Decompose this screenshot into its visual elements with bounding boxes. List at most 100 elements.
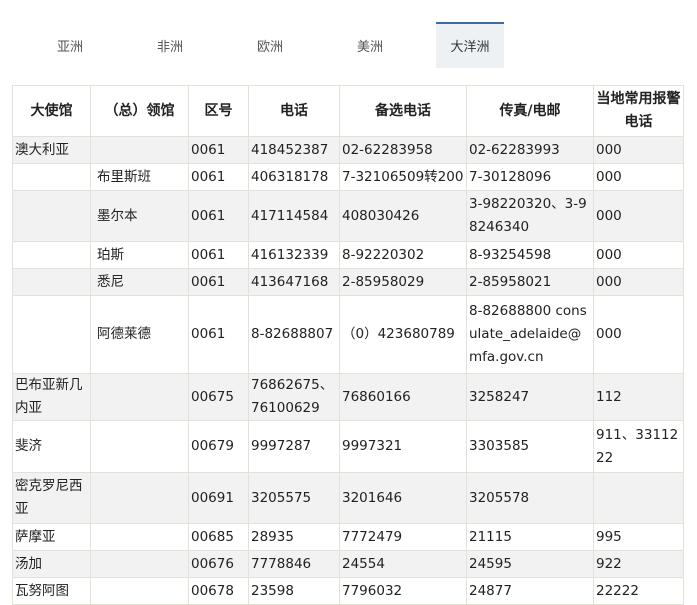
table-cell: 布里斯班: [90, 163, 189, 191]
table-cell: 00675: [188, 373, 249, 421]
table-cell: 76860166: [339, 373, 467, 421]
header-cell: 备选电话: [339, 85, 467, 137]
table-row: 澳大利亚 0061 418452387 02-62283958 02-62283993 0…: [12, 136, 684, 164]
table-cell: [90, 420, 189, 473]
table-row: 斐济 00679 9997287 9997321 3303585 911、3311222: [12, 420, 684, 473]
table-cell: 00685: [188, 523, 249, 551]
table-cell: 000: [593, 295, 684, 374]
table-cell: 413647168: [248, 268, 340, 296]
table-cell: 76862675、76100629: [248, 373, 340, 421]
table-cell: 3205575: [248, 472, 340, 524]
table-cell: 3205578: [466, 472, 594, 524]
table-row: 悉尼 0061 413647168 2-85958029 2-85958021 000: [12, 268, 684, 296]
table-cell: 萨摩亚: [12, 523, 91, 551]
table-cell: 406318178: [248, 163, 340, 191]
table-cell: 0061: [188, 295, 249, 374]
header-cell: 区号: [188, 85, 249, 137]
table-cell: 悉尼: [90, 268, 189, 296]
table-cell: 8-92220302: [339, 241, 467, 269]
table-cell: 0061: [188, 241, 249, 269]
table-cell: [90, 577, 189, 605]
table-cell: 23598: [248, 577, 340, 605]
header-cell: 当地常用报警电话: [593, 85, 684, 137]
table-cell: 2-85958029: [339, 268, 467, 296]
table-cell: 000: [593, 241, 684, 269]
table-cell: 0061: [188, 163, 249, 191]
table-row: 珀斯 0061 416132339 8-92220302 8-93254598 000: [12, 241, 684, 269]
table-row: 巴布亚新几内亚 00675 76862675、76100629 76860166 325…: [12, 373, 684, 421]
table-cell: [12, 190, 91, 242]
table-cell: 汤加: [12, 550, 91, 578]
table-cell: 112: [593, 373, 684, 421]
header-cell: 电话: [248, 85, 340, 137]
table-cell: 0061: [188, 190, 249, 242]
table-cell: 0061: [188, 268, 249, 296]
table-cell: 7-32106509转200: [339, 163, 467, 191]
table-cell: 995: [593, 523, 684, 551]
table-cell: 7772479: [339, 523, 467, 551]
table-cell: 416132339: [248, 241, 340, 269]
table-body: 澳大利亚 0061 418452387 02-62283958 02-62283993 0…: [12, 136, 684, 605]
table-cell: 0061: [188, 136, 249, 164]
tab[interactable]: 大洋洲: [436, 22, 504, 68]
table-cell: [12, 241, 91, 269]
table-cell: [90, 472, 189, 524]
tab[interactable]: 非洲: [156, 40, 183, 55]
table-cell: [12, 163, 91, 191]
table-cell: 2-85958021: [466, 268, 594, 296]
header-cell: 大使馆: [12, 85, 91, 137]
table-cell: 00676: [188, 550, 249, 578]
table-cell: 22222: [593, 577, 684, 605]
table-cell: 7778846: [248, 550, 340, 578]
table-row: 汤加 00676 7778846 24554 24595 922: [12, 550, 684, 578]
table-cell: 斐济: [12, 420, 91, 473]
table-cell: 7-30128096: [466, 163, 594, 191]
table-cell: [593, 472, 684, 524]
table-cell: 00678: [188, 577, 249, 605]
contact-table: 大使馆 （总）领馆 区号 电话 备选电话 传真/电邮 当地常用报警电话 澳大利亚 0061 41…: [12, 85, 684, 605]
table-cell: 417114584: [248, 190, 340, 242]
table-cell: 墨尔本: [90, 190, 189, 242]
table-cell: [12, 295, 91, 374]
table-cell: 巴布亚新几内亚: [12, 373, 91, 421]
table-cell: 21115: [466, 523, 594, 551]
table-cell: 3258247: [466, 373, 594, 421]
table-row: 密克罗尼西亚 00691 3205575 3201646 3205578: [12, 472, 684, 524]
table-cell: 3303585: [466, 420, 594, 473]
header-cell: （总）领馆: [90, 85, 189, 137]
table-cell: 瓦努阿图: [12, 577, 91, 605]
table-cell: 珀斯: [90, 241, 189, 269]
table-cell: 8-82688807: [248, 295, 340, 374]
table-cell: 24554: [339, 550, 467, 578]
table-cell: 澳大利亚: [12, 136, 91, 164]
table-cell: 00679: [188, 420, 249, 473]
table-row: 阿德莱德 0061 8-82688807 （0）423680789 8-82688800…: [12, 295, 684, 374]
tab[interactable]: 欧洲: [256, 40, 283, 55]
table-cell: 02-62283993: [466, 136, 594, 164]
table-cell: 9997287: [248, 420, 340, 473]
table-cell: 3-98220320、3-98246340: [466, 190, 594, 242]
table-cell: [90, 136, 189, 164]
table-cell: 24595: [466, 550, 594, 578]
table-cell: 000: [593, 268, 684, 296]
table-cell: 24877: [466, 577, 594, 605]
table-cell: [12, 268, 91, 296]
tab[interactable]: 亚洲: [56, 40, 83, 55]
table-cell: 8-93254598: [466, 241, 594, 269]
table-cell: 418452387: [248, 136, 340, 164]
table-cell: 28935: [248, 523, 340, 551]
table-cell: [90, 523, 189, 551]
table-cell: 922: [593, 550, 684, 578]
table-cell: 408030426: [339, 190, 467, 242]
table-cell: 9997321: [339, 420, 467, 473]
table-cell: 3201646: [339, 472, 467, 524]
table-cell: 8-82688800 consulate_adelaide@mfa.gov.cn: [466, 295, 594, 374]
table-cell: 02-62283958: [339, 136, 467, 164]
table-cell: [90, 373, 189, 421]
table-row: 墨尔本 0061 417114584 408030426 3-98220320、3-98…: [12, 190, 684, 242]
tab[interactable]: 美洲: [356, 40, 383, 55]
table-row: 布里斯班 0061 406318178 7-32106509转200 7-3012809…: [12, 163, 684, 191]
header-cell: 传真/电邮: [466, 85, 594, 137]
table-row: 萨摩亚 00685 28935 7772479 21115 995: [12, 523, 684, 551]
